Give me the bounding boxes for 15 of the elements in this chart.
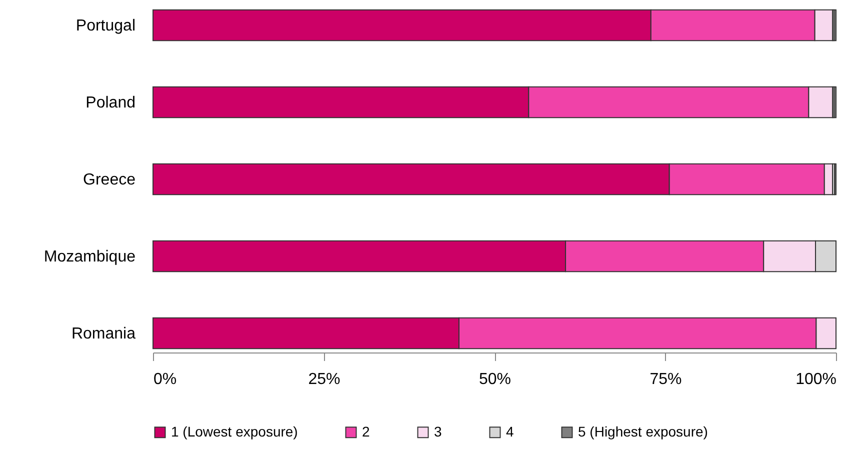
x-tick-label: 75%	[650, 371, 682, 388]
legend-label: 4	[506, 423, 514, 440]
x-tick-label: 100%	[796, 371, 836, 388]
legend-label: 2	[362, 423, 370, 440]
x-tick-label: 0%	[154, 371, 177, 388]
y-tick-label: Romania	[71, 325, 136, 342]
legend-label: 1 (Lowest exposure)	[171, 423, 298, 440]
y-tick-label: Poland	[86, 94, 136, 112]
y-tick-label: Greece	[83, 171, 136, 188]
legend-label: 3	[434, 423, 442, 440]
legend-label: 5 (Highest exposure)	[578, 423, 708, 440]
x-tick-label: 25%	[308, 371, 340, 388]
y-tick-label: Portugal	[76, 17, 136, 34]
x-tick-label: 50%	[478, 371, 512, 388]
y-tick-label: Mozambique	[44, 248, 136, 266]
